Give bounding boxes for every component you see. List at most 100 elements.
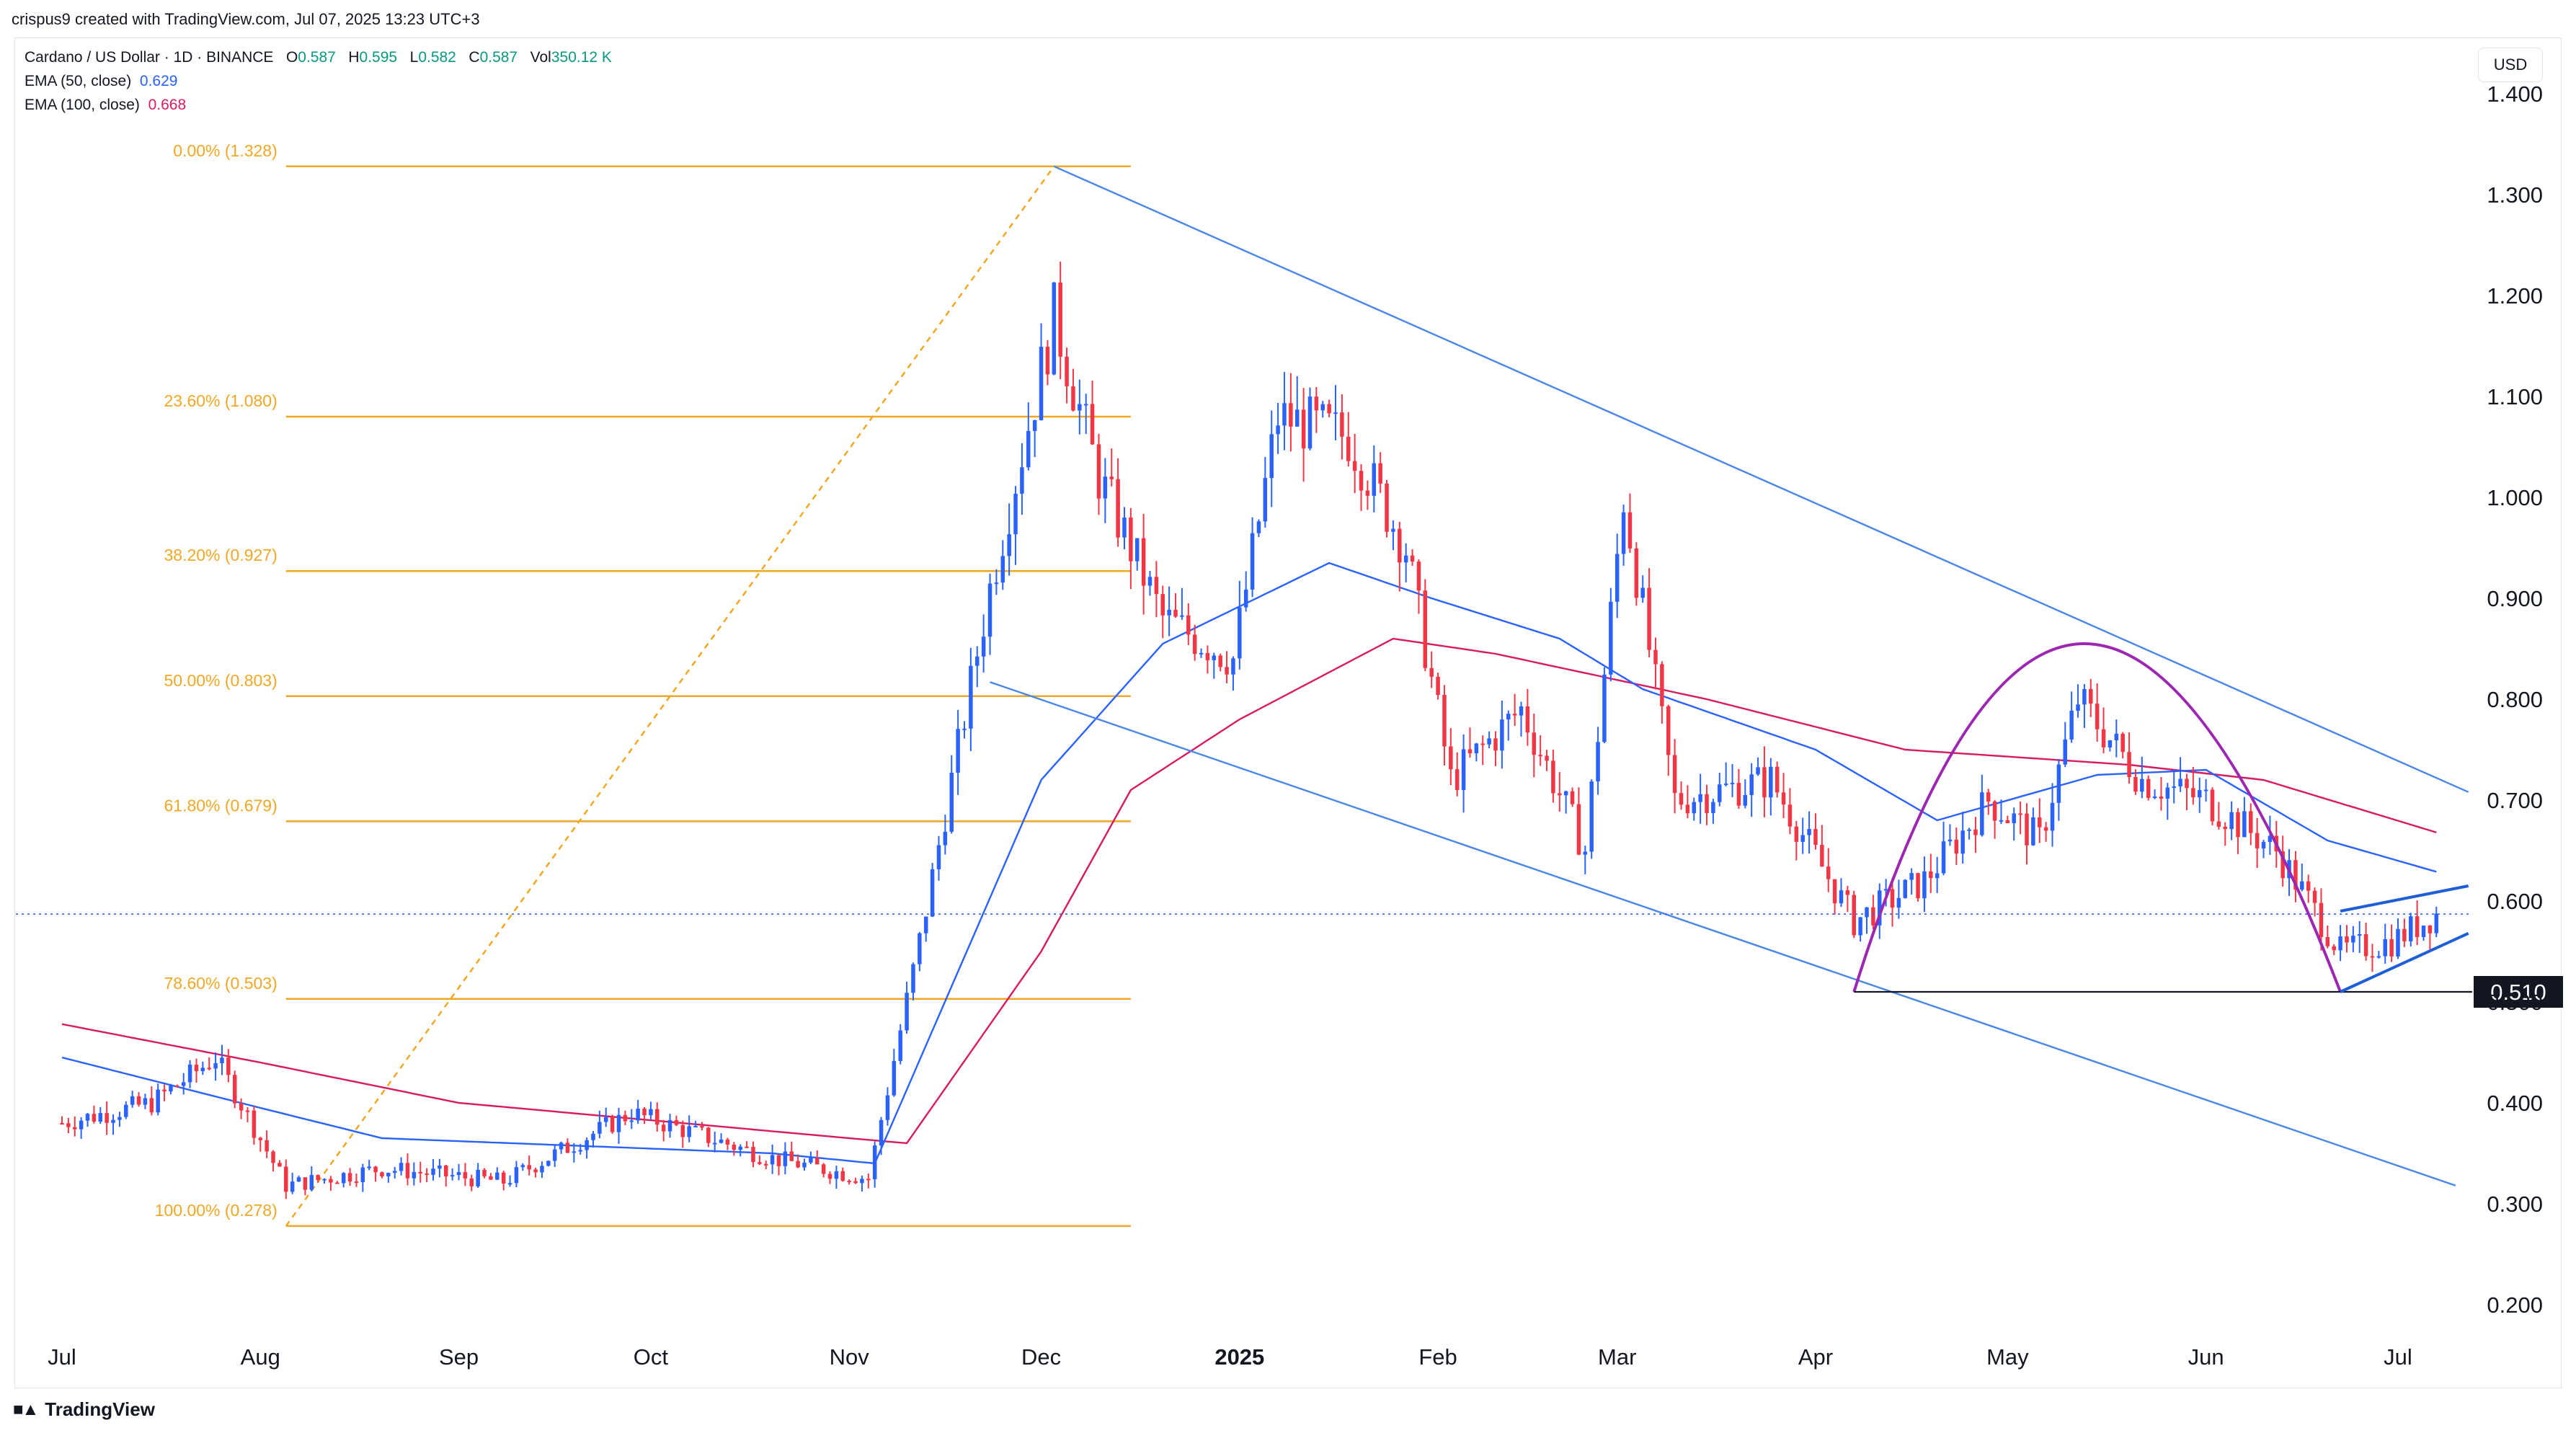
candle-body [1596, 742, 1600, 782]
ema50-legend[interactable]: EMA (50, close) 0.629 [25, 73, 177, 90]
candle-body [898, 1030, 902, 1061]
candle-body [482, 1169, 487, 1176]
candle-body [1929, 871, 1933, 879]
candle-body [1775, 766, 1780, 793]
currency-button[interactable]: USD [2478, 48, 2543, 82]
candle-body [981, 636, 986, 657]
candle-body [1609, 601, 1613, 675]
candle-body [444, 1165, 448, 1177]
candle-body [1474, 743, 1479, 754]
x-tick-label: 2025 [1214, 1344, 1264, 1370]
candle-body [1538, 755, 1542, 757]
candle-body [1109, 476, 1114, 479]
candle-body [136, 1096, 141, 1105]
candle-body [143, 1098, 148, 1105]
y-tick-label: 0.200 [2487, 1292, 2543, 1318]
x-tick-label: Apr [1798, 1344, 1833, 1370]
candle-body [1871, 907, 1875, 926]
support-price-label: 0.510 [2490, 980, 2546, 1005]
candle-body [552, 1149, 557, 1161]
candle-body [1839, 890, 1844, 904]
ema100-legend[interactable]: EMA (100, close) 0.668 [25, 97, 186, 114]
candle-body [616, 1114, 621, 1132]
candle-body [1615, 554, 1620, 602]
candle-body [1269, 434, 1274, 479]
x-tick-label: Dec [1021, 1344, 1061, 1370]
candle-body [930, 869, 935, 917]
candle-body [149, 1098, 154, 1113]
ohlc-c-value: 0.587 [479, 49, 518, 66]
x-axis[interactable]: Jul Aug Sep Oct Nov Dec 2025 Feb Mar Apr May Jun Jul [48, 1344, 2412, 1370]
candle-body [770, 1155, 775, 1165]
candle-body [636, 1109, 640, 1121]
candle-body [962, 728, 967, 730]
candle-body [1980, 792, 1984, 835]
candle-body [2332, 946, 2336, 951]
candle-body [1723, 784, 1728, 786]
candle-body [476, 1169, 480, 1186]
candle-body [124, 1104, 128, 1117]
candle-body [373, 1166, 378, 1173]
x-tick-label: Jul [2384, 1344, 2412, 1370]
candle-body [994, 582, 999, 585]
candle-body [585, 1140, 589, 1150]
candle-body [1205, 652, 1210, 660]
candle-body [2306, 881, 2311, 891]
candle-body [559, 1143, 564, 1150]
candle-body [2409, 916, 2413, 941]
fib-level-label: 23.60% (1.080) [164, 391, 277, 410]
candle-body [1365, 490, 1370, 496]
candle-body [1865, 907, 1869, 918]
candle-body [2063, 739, 2068, 765]
candle-body [1250, 533, 1255, 590]
candle-body [2056, 764, 2061, 803]
y-tick-label: 0.700 [2487, 788, 2543, 813]
fib-level-label: 100.00% (0.278) [155, 1201, 277, 1220]
candle-body [1896, 897, 1901, 908]
candle-body [1563, 791, 1568, 796]
candle-body [2005, 820, 2010, 823]
candle-body [399, 1163, 404, 1171]
ema50-line [61, 562, 2437, 1165]
candle-body [1705, 794, 1709, 813]
candle-body [1045, 347, 1050, 375]
candle-body [2293, 860, 2298, 890]
candle-body [1391, 528, 1395, 532]
symbol-title[interactable]: Cardano / US Dollar · 1D · BINANCE [25, 49, 274, 66]
candle-body [2089, 688, 2093, 704]
candle-body [303, 1177, 308, 1190]
ohlc-o-value: 0.587 [298, 49, 336, 66]
candle-body [514, 1167, 519, 1184]
candle-body [1986, 792, 1991, 802]
symbol-legend: Cardano / US Dollar · 1D · BINANCE O0.58… [25, 49, 612, 66]
candle-body [853, 1181, 858, 1184]
candle-body [1545, 755, 1549, 761]
y-tick-label: 1.300 [2487, 182, 2543, 208]
support-price-tag [2474, 976, 2563, 1008]
fib-level-label: 78.60% (0.503) [164, 974, 277, 993]
candle-body [680, 1124, 685, 1137]
candle-body [1692, 802, 1697, 814]
candle-body [1762, 767, 1767, 798]
candle-body [1154, 577, 1159, 595]
fibonacci-retracement: 0.00% (1.328) 23.60% (1.080) 38.20% (0.927… [155, 141, 1131, 1228]
candle-body [2383, 939, 2387, 957]
candle-body [655, 1109, 659, 1125]
candle-body [546, 1161, 551, 1166]
y-tick-label: 0.300 [2487, 1192, 2543, 1217]
y-axis[interactable]: 1.400 1.300 1.200 1.100 1.000 0.900 0.800 0.700… [2487, 81, 2543, 1318]
candle-body [1935, 873, 1940, 879]
candle-body [2133, 777, 2138, 792]
candle-body [911, 964, 915, 993]
tradingview-brand[interactable]: ■▲ TradingView [13, 1398, 155, 1421]
candle-body [918, 933, 922, 964]
candle-body [847, 1181, 851, 1183]
candle-body [456, 1172, 461, 1176]
candle-body [1167, 609, 1171, 616]
candle-body [1749, 774, 1754, 796]
ohlc-c-label: C [468, 49, 480, 66]
candle-body [1519, 706, 1524, 716]
candle-body [1147, 577, 1152, 586]
candle-body [796, 1161, 800, 1168]
